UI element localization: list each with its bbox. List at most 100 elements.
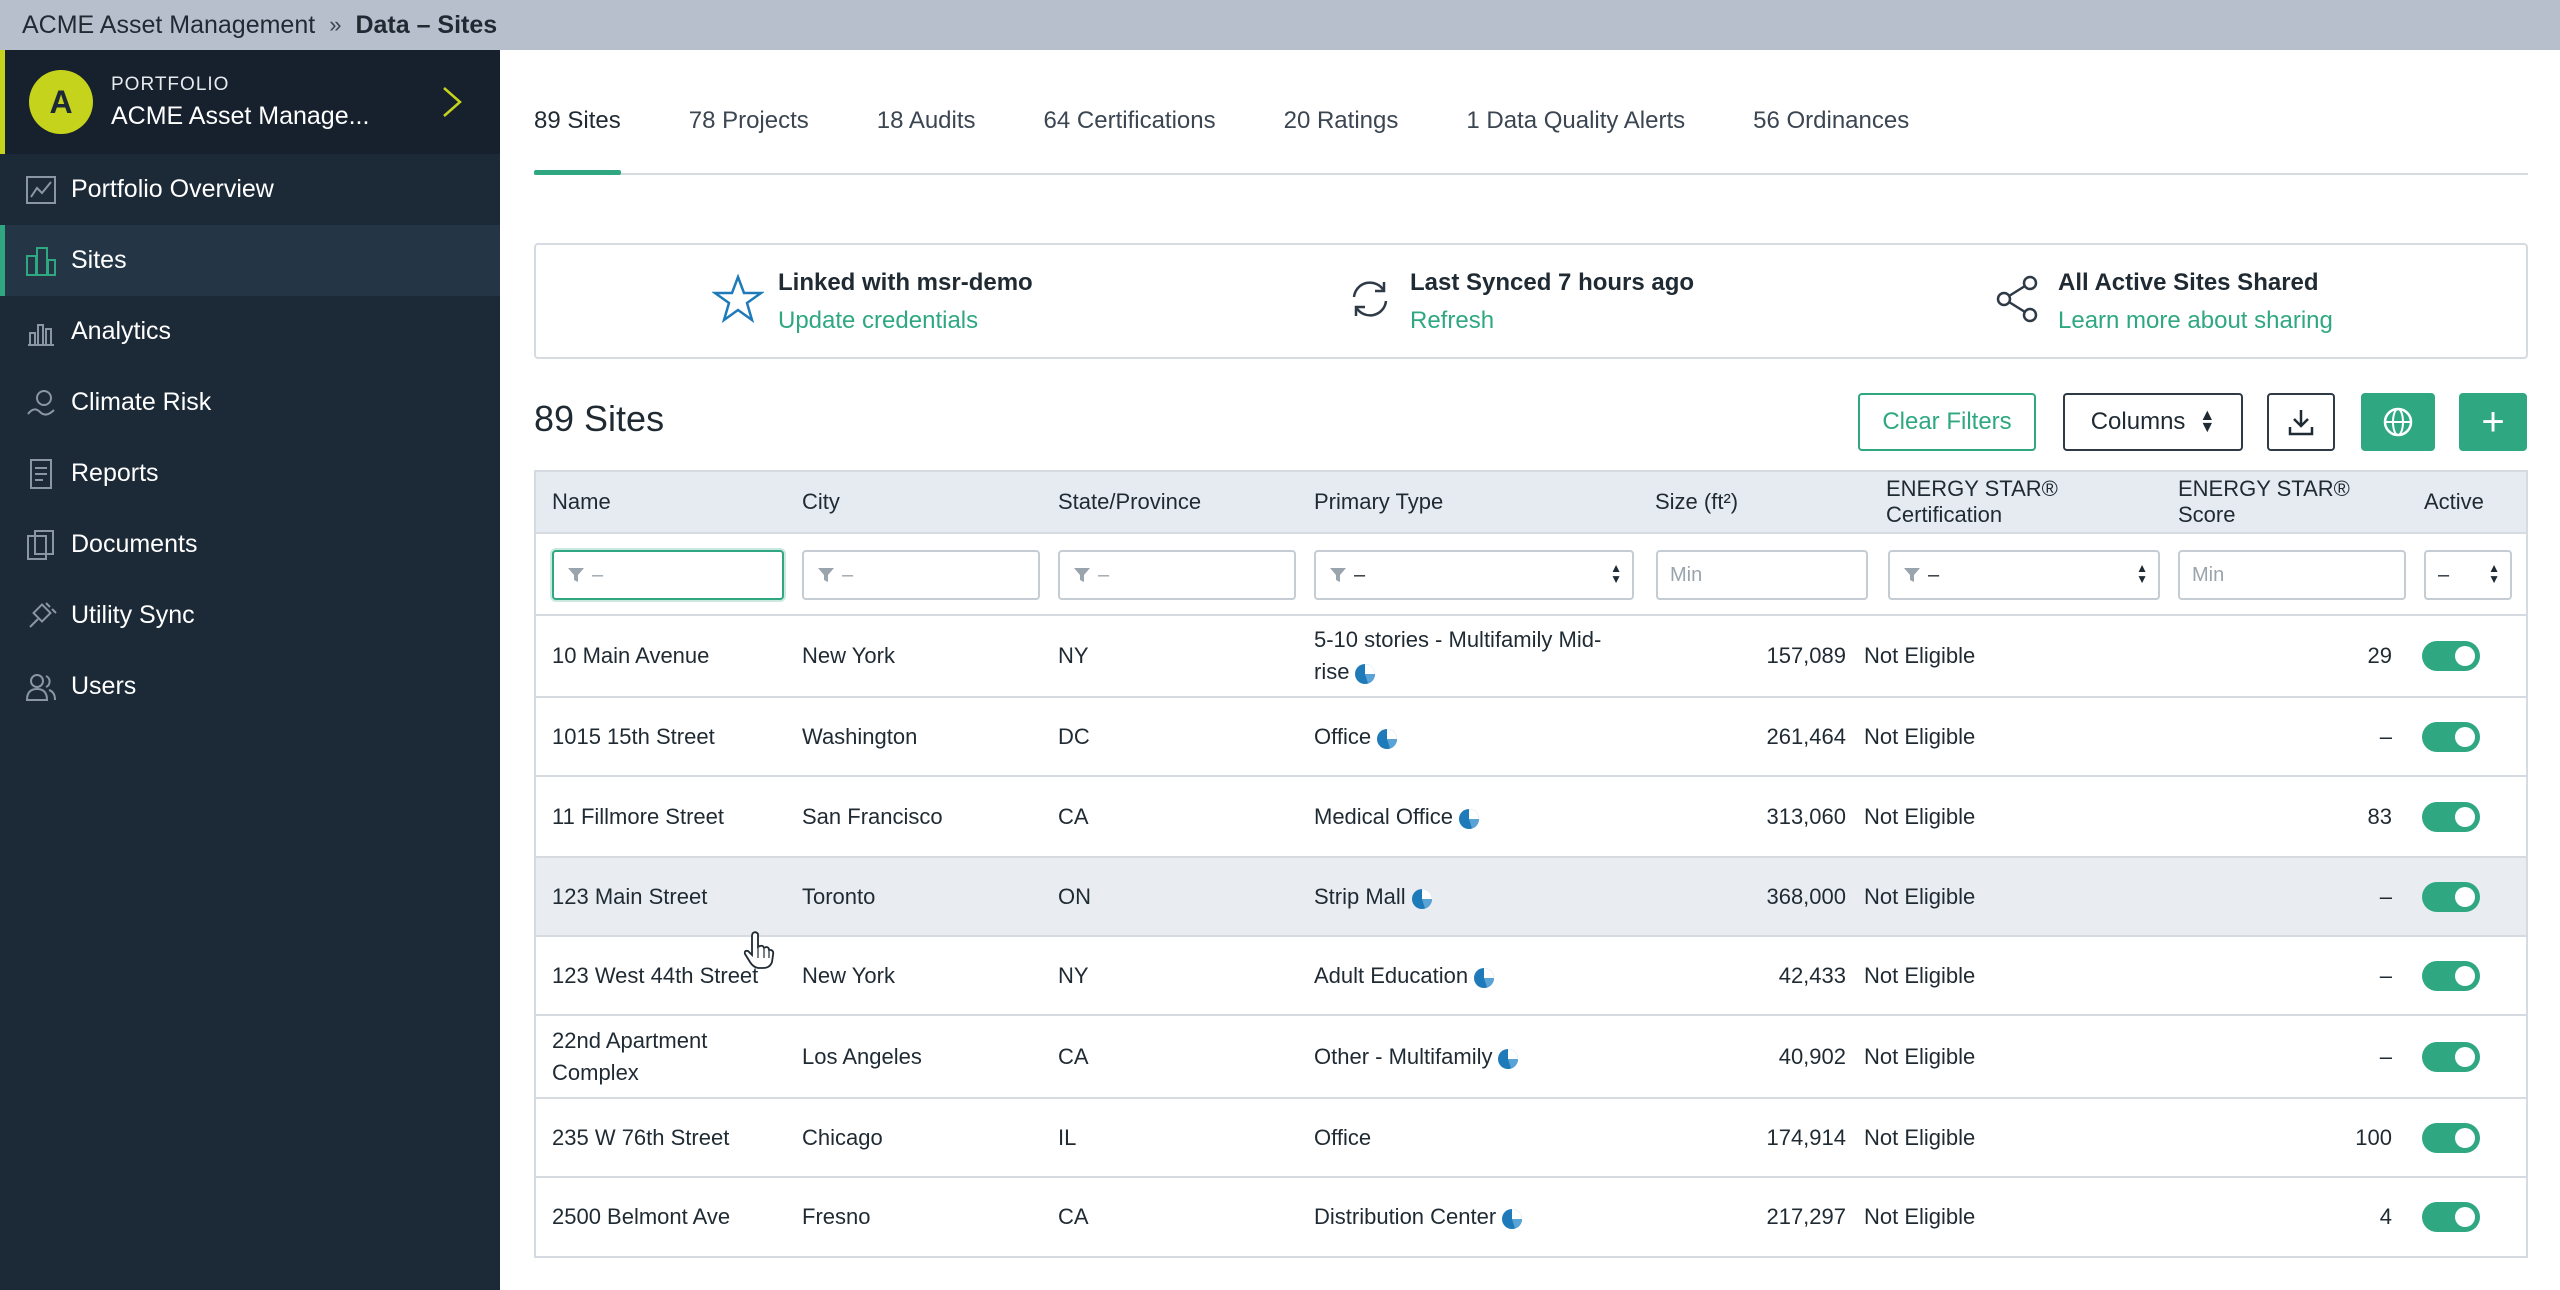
sidebar-item-reports[interactable]: Reports [0, 438, 500, 509]
pie-chart-icon[interactable] [1376, 727, 1398, 749]
refresh-link[interactable]: Refresh [1410, 307, 1495, 334]
active-toggle[interactable] [2422, 1202, 2480, 1232]
table-row[interactable]: 123 West 44th Street New York NY Adult Educ… [536, 937, 2526, 1016]
table-row[interactable]: 235 W 76th Street Chicago IL Office 174,914 N… [536, 1099, 2526, 1178]
cell-primary-type-text: Adult Education [1314, 962, 1469, 988]
cell-certification-text: Not Eligible [1864, 723, 1976, 749]
cell-name[interactable]: 11 Fillmore Street [552, 777, 762, 856]
cell-active [2422, 937, 2502, 1014]
documents-icon [23, 527, 59, 563]
sidebar-item-sites[interactable]: Sites [0, 225, 500, 296]
cell-city: San Francisco [802, 777, 1042, 856]
cell-name-text: 11 Fillmore Street [552, 803, 724, 829]
cell-name[interactable]: 1015 15th Street [552, 698, 762, 775]
table-row[interactable]: 10 Main Avenue New York NY 5-10 stories - M… [536, 616, 2526, 698]
score-min-placeholder: Min [2192, 563, 2225, 586]
sidebar-item-analytics[interactable]: Analytics [0, 296, 500, 367]
cell-name[interactable]: 2500 Belmont Ave [552, 1178, 762, 1256]
active-toggle[interactable] [2422, 960, 2480, 991]
tab-projects[interactable]: 78 Projects [688, 107, 809, 134]
sidebar-item-label: Documents [71, 530, 198, 558]
cell-energy-star-score: – [2166, 858, 2392, 935]
climate-pin-icon [23, 385, 59, 421]
cell-size-text: 217,297 [1766, 1204, 1846, 1229]
columns-select[interactable]: Columns ▲ ▼ [2063, 393, 2243, 451]
share-status: All Active Sites Shared Learn more about… [1992, 269, 2333, 335]
table-row[interactable]: 22nd Apartment Complex Los Angeles CA Other… [536, 1016, 2526, 1099]
certification-filter-select[interactable]: – ▲ ▼ [1888, 550, 2160, 600]
tab-sites[interactable]: 89 Sites [534, 107, 621, 175]
size-min-input[interactable]: Min [1656, 550, 1868, 600]
name-filter-input[interactable]: – [552, 550, 784, 600]
pie-chart-icon[interactable] [1473, 966, 1495, 988]
columns-label: Columns [2090, 408, 2186, 435]
learn-sharing-link[interactable]: Learn more about sharing [2058, 307, 2333, 334]
pie-chart-icon[interactable] [1411, 887, 1433, 909]
cell-size-text: 368,000 [1766, 883, 1846, 909]
table-row[interactable]: 123 Main Street Toronto ON Strip Mall 368,00… [536, 858, 2526, 937]
column-header-primary-type[interactable]: Primary Type [1314, 489, 1444, 514]
active-toggle[interactable] [2422, 1041, 2480, 1072]
breadcrumb-root[interactable]: ACME Asset Management [22, 10, 316, 39]
cell-name-text: 1015 15th Street [552, 723, 715, 749]
sidebar-item-climate-risk[interactable]: Climate Risk [0, 367, 500, 438]
cell-primary-type-text: Medical Office [1314, 803, 1453, 829]
update-credentials-link[interactable]: Update credentials [778, 307, 979, 334]
download-button[interactable] [2267, 393, 2335, 451]
filter-icon [818, 568, 834, 582]
cell-name[interactable]: 22nd Apartment Complex [552, 1016, 762, 1097]
column-header-energy-star-score[interactable]: ENERGY STAR® Score [2178, 476, 2350, 527]
sidebar: A PORTFOLIO ACME Asset Manage... Portfol… [0, 50, 500, 1290]
add-button[interactable]: + [2459, 393, 2527, 451]
column-header-size[interactable]: Size (ft²) [1655, 489, 1739, 514]
pie-chart-icon[interactable] [1501, 1207, 1523, 1230]
pie-chart-icon[interactable] [1497, 1047, 1519, 1069]
tab-audits[interactable]: 18 Audits [876, 107, 976, 134]
clear-filters-button[interactable]: Clear Filters [1858, 393, 2036, 451]
add-site-map-button[interactable] [2361, 393, 2435, 451]
sidebar-item-portfolio-overview[interactable]: Portfolio Overview [0, 154, 500, 225]
state-filter-input[interactable]: – [1058, 550, 1296, 600]
active-toggle[interactable] [2422, 641, 2480, 671]
column-header-active[interactable]: Active [2424, 489, 2484, 514]
sidebar-item-utility-sync[interactable]: Utility Sync [0, 580, 500, 651]
table-row[interactable]: 11 Fillmore Street San Francisco CA Medical… [536, 777, 2526, 858]
active-toggle[interactable] [2422, 881, 2480, 912]
column-header-name[interactable]: Name [552, 489, 611, 514]
cell-state-text: NY [1058, 643, 1089, 668]
tab-data-quality-alerts[interactable]: 1 Data Quality Alerts [1466, 107, 1686, 134]
cell-name[interactable]: 123 Main Street [552, 858, 762, 935]
sidebar-item-documents[interactable]: Documents [0, 509, 500, 580]
cell-size-text: 174,914 [1766, 1124, 1846, 1150]
cell-name[interactable]: 123 West 44th Street [552, 937, 762, 1014]
cell-certification-text: Not Eligible [1864, 1043, 1976, 1069]
portfolio-switcher[interactable]: A PORTFOLIO ACME Asset Manage... [0, 50, 500, 154]
score-min-input[interactable]: Min [2178, 550, 2406, 600]
cell-energy-star-score: 83 [2166, 777, 2392, 856]
pie-chart-icon[interactable] [1458, 807, 1480, 829]
sidebar-item-users[interactable]: Users [0, 651, 500, 722]
active-toggle[interactable] [2422, 721, 2480, 752]
pie-chart-icon[interactable] [1354, 662, 1376, 685]
cell-name-text: 235 W 76th Street [552, 1124, 730, 1150]
active-toggle[interactable] [2422, 801, 2480, 832]
table-row[interactable]: 1015 15th Street Washington DC Office 261,46… [536, 698, 2526, 777]
column-header-state[interactable]: State/Province [1058, 489, 1202, 514]
tab-ratings[interactable]: 20 Ratings [1283, 107, 1399, 134]
cell-active [2422, 1016, 2502, 1097]
column-header-energy-star-cert[interactable]: ENERGY STAR® Certification [1886, 476, 2058, 527]
column-header-city[interactable]: City [802, 489, 840, 514]
tab-ordinances[interactable]: 56 Ordinances [1753, 107, 1910, 134]
tab-certifications[interactable]: 64 Certifications [1043, 107, 1216, 134]
primary-type-filter-select[interactable]: – ▲ ▼ [1314, 550, 1634, 600]
cell-energy-star-score: 4 [2166, 1178, 2392, 1256]
chevron-right-icon[interactable] [440, 86, 464, 118]
active-filter-select[interactable]: – ▲ ▼ [2424, 550, 2512, 600]
city-filter-input[interactable]: – [802, 550, 1040, 600]
cell-active [2422, 1178, 2502, 1256]
cell-city-text: Chicago [802, 1124, 883, 1150]
cell-name[interactable]: 10 Main Avenue [552, 616, 762, 696]
active-toggle[interactable] [2422, 1122, 2480, 1153]
table-row[interactable]: 2500 Belmont Ave Fresno CA Distribution Cen… [536, 1178, 2526, 1258]
cell-name[interactable]: 235 W 76th Street [552, 1099, 762, 1176]
